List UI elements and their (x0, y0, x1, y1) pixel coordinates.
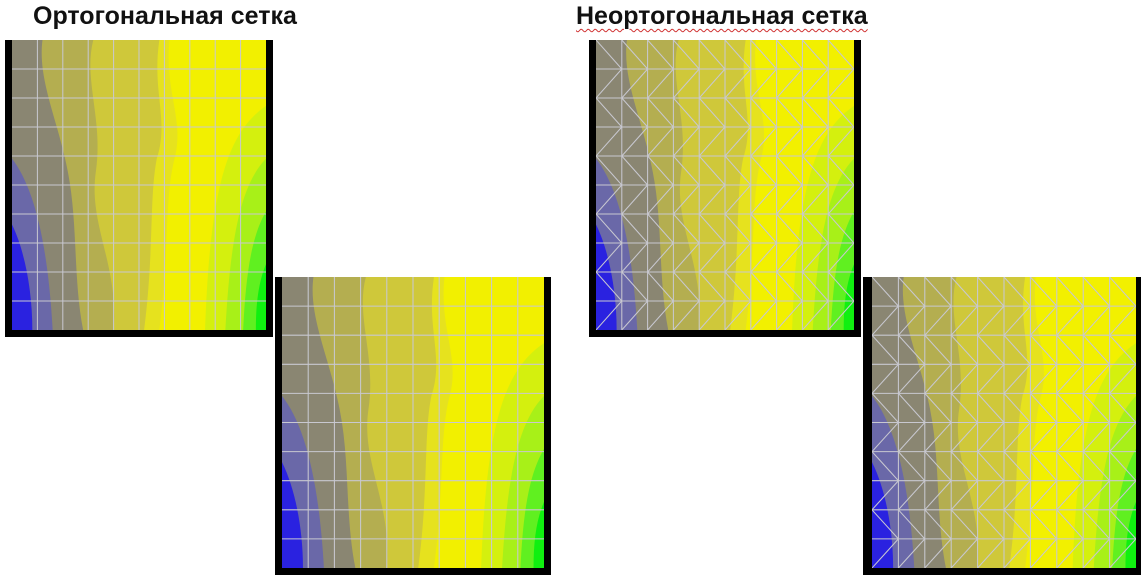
nonorthogonal-plot (589, 40, 861, 337)
orthogonal-plot (275, 277, 551, 575)
section-title: Неортогональная сетка (576, 2, 868, 30)
orthogonal-plot (5, 40, 273, 337)
nonorthogonal-plot (863, 277, 1141, 575)
section-title: Ортогональная сетка (33, 2, 297, 30)
